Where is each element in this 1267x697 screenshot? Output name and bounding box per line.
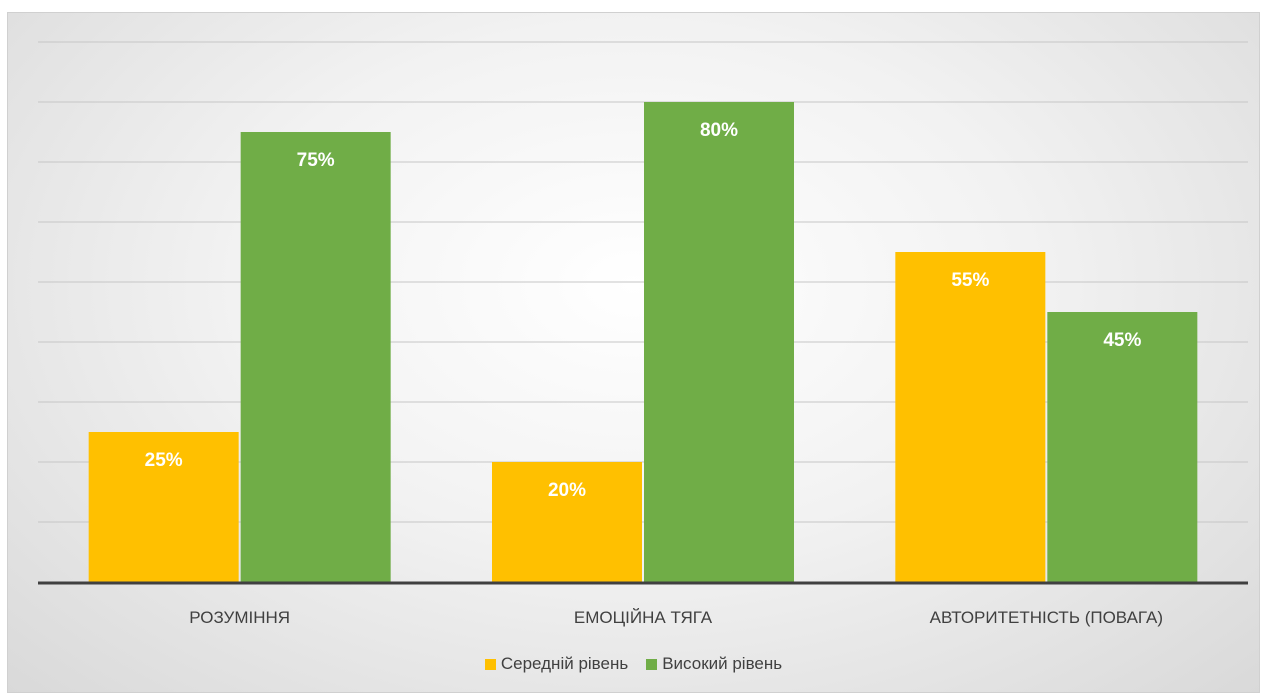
- data-label: 25%: [145, 450, 183, 471]
- data-label: 75%: [297, 150, 335, 171]
- data-label: 45%: [1103, 330, 1141, 351]
- bar[interactable]: [492, 462, 642, 582]
- legend-swatch-series-1: [646, 658, 658, 670]
- bar[interactable]: [88, 432, 239, 582]
- bar[interactable]: [1047, 312, 1198, 582]
- legend-item-series-0[interactable]: Середній рівень: [484, 654, 629, 674]
- legend-label-series-1: Високий рівень: [662, 654, 783, 673]
- bar[interactable]: [644, 102, 794, 582]
- legend: Середній рівень Високий рівень: [0, 652, 1267, 676]
- data-label: 55%: [951, 270, 989, 291]
- x-tick-label: ЕМОЦІЙНА ТЯГА: [574, 608, 713, 627]
- bar[interactable]: [895, 252, 1046, 582]
- legend-swatch-series-0: [484, 658, 496, 670]
- x-tick-label: РОЗУМІННЯ: [189, 608, 290, 627]
- x-tick-label: АВТОРИТЕТНІСТЬ (ПОВАГА): [930, 608, 1163, 627]
- bar[interactable]: [240, 132, 391, 582]
- data-label: 20%: [548, 480, 586, 501]
- legend-item-series-1[interactable]: Високий рівень: [646, 654, 782, 674]
- gridlines: [38, 41, 1248, 523]
- data-labels: 25% 75% РОЗУМІННЯ 20% 80% ЕМОЦІЙНА ТЯГА 55% 45%…: [145, 120, 1163, 627]
- legend-label-series-0: Середній рівень: [500, 654, 629, 673]
- bars: [88, 102, 1198, 582]
- data-label: 80%: [700, 120, 738, 141]
